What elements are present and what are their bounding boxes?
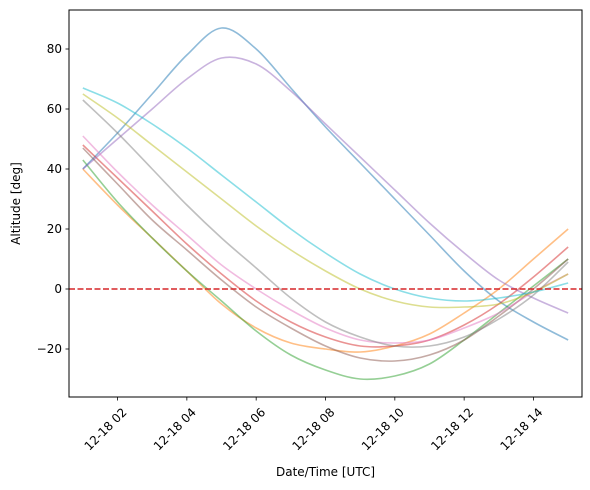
series-line-8 [82,99,569,348]
series-line-10 [82,87,569,302]
plot-frame [68,9,583,398]
x-tick-label-6: 12-18 12 [428,405,476,453]
y-tick-label-1: −20 [37,342,62,356]
y-tick-label-5: 60 [47,102,62,116]
y-tick-label-4: 40 [47,162,62,176]
series-line-7 [82,135,569,344]
x-tick-label-7: 12-18 14 [497,405,545,453]
series-line-1 [82,27,569,341]
y-tick-label-3: 20 [47,222,62,236]
x-tick-label-4: 12-18 08 [290,405,338,453]
x-axis-label: Date/Time [UTC] [276,465,375,479]
series-line-9 [82,93,569,309]
x-tick-label-5: 12-18 10 [359,405,407,453]
y-axis-label: Altitude [deg] [9,162,23,245]
series-line-6 [82,147,569,362]
series-line-4 [82,144,569,348]
y-axis-ticks: −20 0 20 40 60 80 [37,42,69,356]
series-line-3 [82,159,569,381]
x-tick-label-3: 12-18 06 [220,405,268,453]
x-tick-label-1: 12-18 02 [82,405,130,453]
x-axis-ticks: 12-18 02 12-18 04 12-18 06 12-18 08 12-18 10… [82,397,546,453]
series-layer [82,27,569,381]
series-line-2 [82,168,569,353]
series-line-5 [82,56,569,314]
y-tick-label-6: 80 [47,42,62,56]
x-tick-label-2: 12-18 04 [151,405,199,453]
y-tick-label-2: 0 [54,282,62,296]
